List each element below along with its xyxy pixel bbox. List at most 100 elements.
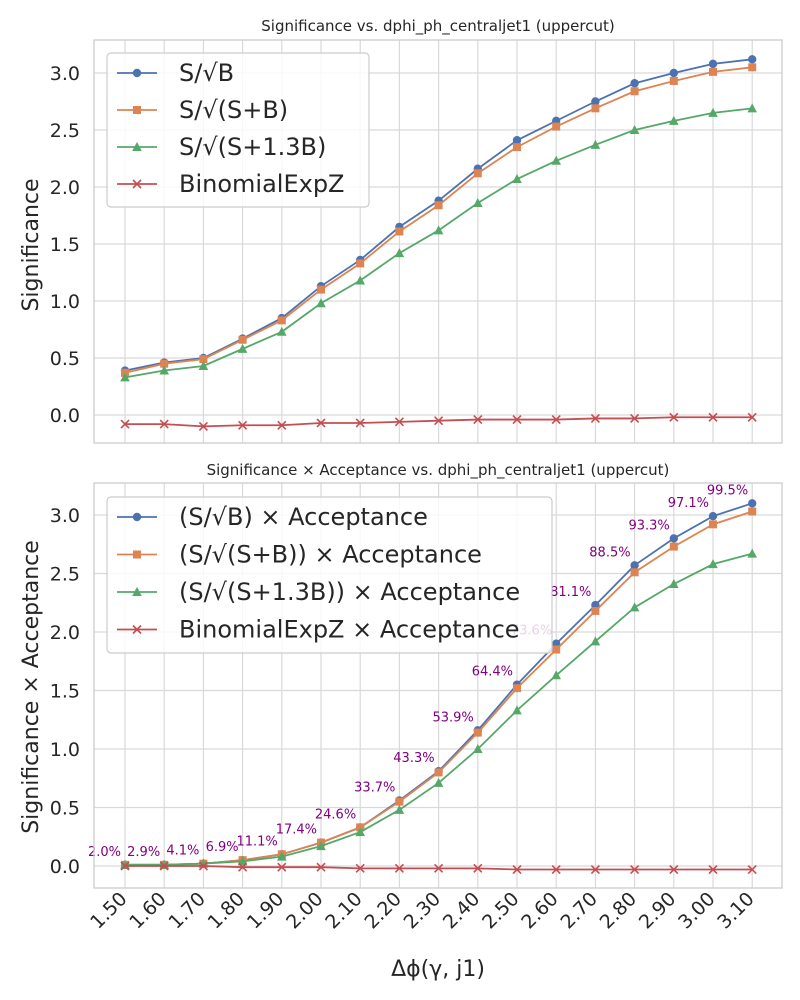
data-point [355, 827, 365, 837]
legend-item: S/√(S+B) [117, 96, 288, 124]
data-point [748, 507, 757, 516]
acceptance-label: 17.4% [276, 823, 317, 838]
data-point [159, 861, 169, 871]
legend-label: BinomialExpZ × Acceptance [179, 616, 520, 644]
y-tick-label: 1.0 [50, 739, 80, 761]
legend-label: (S/√B) × Acceptance [179, 503, 428, 531]
data-point [591, 104, 600, 113]
data-point [630, 864, 640, 875]
data-point [512, 174, 522, 184]
data-point [355, 863, 365, 873]
legend-label: (S/√(S+B)) × Acceptance [179, 541, 482, 569]
x-tick-label: 1.50 [86, 888, 131, 933]
data-point [669, 68, 678, 78]
data-point [591, 606, 600, 615]
legend-item: BinomialExpZ × Acceptance [117, 616, 520, 644]
data-point [473, 744, 483, 753]
data-point [159, 365, 169, 375]
data-point [630, 79, 639, 88]
acceptance-label: 43.3% [393, 751, 434, 766]
top-plot-frame [93, 39, 783, 444]
data-point [551, 414, 561, 425]
significance-panel: Significance vs. dphi_ph_centraljet1 (up… [19, 17, 783, 444]
x-tick-label: 3.00 [674, 888, 719, 933]
acceptance-label: 93.3% [628, 518, 669, 533]
acceptance-label: 81.1% [550, 585, 591, 600]
data-point [473, 414, 483, 425]
data-point [747, 864, 757, 875]
data-point [132, 587, 142, 596]
bottom-y-axis-label: Significance × Acceptance [19, 540, 44, 834]
data-point [277, 862, 287, 872]
y-tick-label: 0.0 [50, 856, 80, 878]
x-axis-label: Δϕ(γ, j1) [391, 957, 485, 982]
data-point [394, 863, 404, 873]
y-tick-label: 2.5 [50, 564, 80, 586]
data-point [708, 412, 718, 422]
series [120, 412, 757, 431]
acceptance-label: 88.5% [589, 545, 630, 560]
x-tick-labels: 1.501.601.701.801.902.002.102.202.302.40… [86, 888, 759, 933]
legend-item: (S/√(S+B)) × Acceptance [117, 541, 482, 569]
data-point [395, 797, 404, 806]
data-point [551, 155, 561, 165]
data-point [512, 136, 522, 145]
data-point [434, 416, 444, 426]
data-point [238, 335, 247, 344]
data-point [120, 861, 130, 871]
x-tick-label: 1.60 [125, 888, 170, 933]
top-y-ticks: 0.0 0.5 1.0 1.5 2.0 2.5 3.0 [50, 63, 80, 427]
x-tick-label: 2.60 [517, 888, 562, 933]
data-point [277, 326, 287, 336]
data-point [552, 122, 561, 131]
series [121, 63, 757, 377]
top-series-lines [120, 55, 757, 431]
acceptance-label: 99.5% [707, 483, 748, 498]
data-point [473, 197, 483, 207]
top-chart-title: Significance vs. dphi_ph_centraljet1 (up… [261, 17, 614, 36]
y-tick-label: 0.5 [50, 798, 80, 820]
data-point [434, 863, 444, 873]
data-point [630, 568, 639, 577]
data-point [132, 624, 142, 635]
data-point [552, 645, 561, 654]
data-point [132, 142, 142, 151]
data-point [669, 412, 679, 422]
data-point [630, 87, 639, 96]
y-tick-label: 1.5 [50, 234, 80, 256]
data-point [473, 169, 482, 178]
y-tick-label: 1.0 [50, 291, 80, 313]
data-point [394, 417, 404, 427]
legend-box [106, 52, 370, 208]
data-point [160, 359, 169, 368]
data-point [434, 201, 443, 210]
data-point [551, 670, 561, 680]
acceptance-label: 11.1% [236, 834, 277, 849]
x-tick-label: 2.90 [635, 888, 680, 933]
data-point [708, 107, 718, 117]
data-point [133, 106, 141, 114]
legend-box [106, 496, 553, 654]
data-point [590, 864, 600, 875]
data-point [355, 418, 365, 428]
series [120, 103, 757, 382]
data-point [669, 115, 679, 125]
data-point [512, 705, 522, 715]
acceptance-label: 53.9% [432, 710, 473, 725]
x-tick-label: 1.70 [164, 888, 209, 933]
top-y-axis-label: Significance [19, 178, 44, 311]
data-point [277, 316, 286, 325]
data-point [747, 103, 757, 113]
data-point [708, 59, 718, 69]
data-point [238, 862, 248, 872]
data-point [433, 225, 444, 235]
data-point [590, 139, 601, 149]
y-tick-label: 0.5 [50, 348, 80, 370]
data-point [709, 67, 717, 76]
data-point [120, 419, 130, 429]
legend-label: S/√(S+B) [179, 96, 288, 124]
legend-item: BinomialExpZ [117, 170, 345, 198]
acceptance-label: 2.0% [88, 845, 121, 860]
legend-label: S/√B [179, 59, 234, 87]
data-point [708, 864, 718, 875]
